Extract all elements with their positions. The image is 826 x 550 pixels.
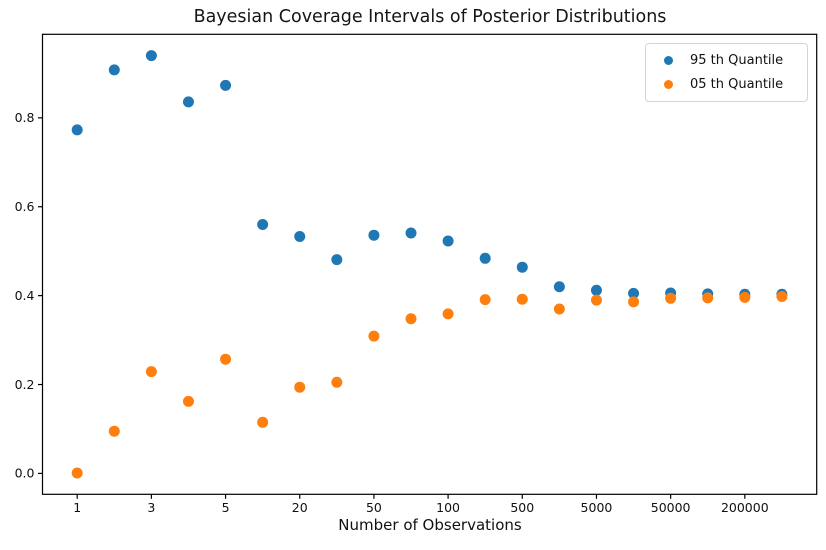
data-point-95th-quantile <box>590 284 602 296</box>
data-point-05th-quantile <box>702 292 714 304</box>
data-point-05th-quantile <box>479 294 491 306</box>
y-tick-label: 0.6 <box>15 199 35 214</box>
data-point-05th-quantile <box>553 303 565 315</box>
y-tick-label: 0.8 <box>15 110 35 125</box>
data-point-05th-quantile <box>331 376 343 388</box>
data-point-05th-quantile <box>776 291 788 303</box>
legend-marker-05th-dot-icon <box>664 80 673 89</box>
legend-label-95th: 95 th Quantile <box>690 53 784 68</box>
x-tick-label: 5 <box>222 500 230 515</box>
x-tick-label: 50 <box>366 500 382 515</box>
data-point-95th-quantile <box>182 96 194 108</box>
data-point-05th-quantile <box>739 291 751 303</box>
data-point-95th-quantile <box>628 287 640 299</box>
y-tick-label: 0.4 <box>15 288 35 303</box>
data-point-95th-quantile <box>368 229 380 241</box>
y-tick-label: 0.0 <box>15 466 35 481</box>
x-tick-label: 200000 <box>721 500 769 515</box>
x-tick-label: 50000 <box>651 500 691 515</box>
data-point-05th-quantile <box>368 330 380 342</box>
legend-label-05th: 05 th Quantile <box>690 77 784 92</box>
x-tick-label: 5000 <box>581 500 613 515</box>
chart-title: Bayesian Coverage Intervals of Posterior… <box>193 7 667 27</box>
x-tick-label: 1 <box>73 500 81 515</box>
data-point-95th-quantile <box>331 254 343 266</box>
x-tick-label: 20 <box>292 500 308 515</box>
legend-marker-95th-dot-icon <box>664 56 673 65</box>
data-point-95th-quantile <box>257 219 269 231</box>
data-point-05th-quantile <box>590 294 602 306</box>
data-point-05th-quantile <box>145 366 157 378</box>
data-point-95th-quantile <box>220 79 232 91</box>
data-point-05th-quantile <box>442 308 454 320</box>
data-point-05th-quantile <box>71 467 83 479</box>
data-point-95th-quantile <box>479 252 491 264</box>
data-point-05th-quantile <box>108 425 120 437</box>
x-tick-label: 500 <box>510 500 534 515</box>
x-tick-label: 3 <box>147 500 155 515</box>
data-point-95th-quantile <box>516 261 528 273</box>
legend-item-95th-quantile: 95 th Quantile <box>646 50 799 71</box>
data-point-05th-quantile <box>665 292 677 304</box>
legend-item-05th-quantile: 05 th Quantile <box>646 74 799 95</box>
legend: 95 th Quantile 05 th Quantile <box>645 43 808 102</box>
data-point-95th-quantile <box>145 50 157 62</box>
y-tick-label: 0.2 <box>15 377 35 392</box>
data-point-95th-quantile <box>294 231 306 243</box>
data-point-05th-quantile <box>405 313 417 325</box>
data-point-95th-quantile <box>108 64 120 76</box>
data-point-05th-quantile <box>182 395 194 407</box>
plot-frame <box>41 33 818 495</box>
data-point-05th-quantile <box>628 296 640 308</box>
data-point-05th-quantile <box>257 416 269 428</box>
data-point-95th-quantile <box>405 227 417 239</box>
data-point-05th-quantile <box>294 381 306 393</box>
data-point-95th-quantile <box>553 281 565 293</box>
x-axis-label: Number of Observations <box>338 516 522 534</box>
x-tick-label: 100 <box>436 500 460 515</box>
data-point-05th-quantile <box>220 353 232 365</box>
data-point-05th-quantile <box>516 293 528 305</box>
data-point-95th-quantile <box>442 235 454 247</box>
data-point-95th-quantile <box>71 124 83 136</box>
